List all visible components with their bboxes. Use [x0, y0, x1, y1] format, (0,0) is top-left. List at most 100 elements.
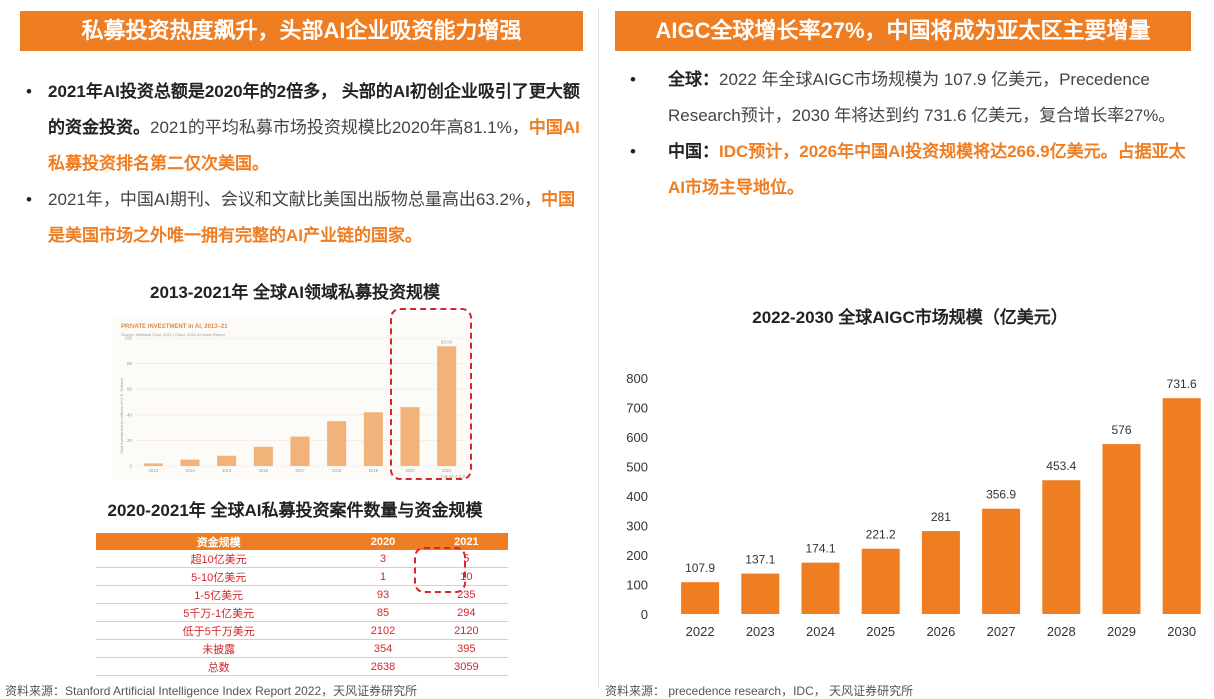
y-tick-label: 300	[626, 519, 648, 534]
row-label: 超10亿美元	[96, 550, 342, 568]
table-row: 1-5亿美元 93 235	[96, 585, 508, 604]
row-label: 总数	[96, 657, 342, 676]
y-tick-label: 400	[626, 489, 648, 504]
bullet2-normal: 2021年，中国AI期刊、会议和文献比美国出版物总量高出63.2%，	[48, 190, 542, 209]
figure-bar-2017	[290, 436, 310, 466]
row-label: 1-5亿美元	[96, 585, 342, 604]
figure-subtitle: Source: NetBase Quid, 2021 | Chart: 2022…	[121, 332, 226, 337]
aigc-market-bar-chart: 0 100 200 300 400 500 600 700 800 107.9 137.1 174.…	[626, 371, 1201, 639]
figure-bar-2021	[437, 346, 457, 466]
bar-2022	[681, 582, 720, 614]
figure-bar-2014	[180, 459, 200, 466]
figure-bar-2016	[253, 446, 273, 466]
y-tick-label: 100	[626, 578, 648, 593]
figure-y-tick: 0	[129, 464, 132, 469]
left-banner-title: 私募投资热度飙升，头部AI企业吸资能力增强	[20, 11, 583, 51]
table-row: 低于5千万美元 2102 2120	[96, 621, 508, 640]
data-label-2027: 356.9	[986, 488, 1016, 502]
x-tick-2028: 2028	[1047, 624, 1076, 639]
bar-2027	[982, 508, 1021, 614]
y-tick-label: 800	[626, 371, 648, 386]
right-bullet-2: 中国：IDC预计，2026年中国AI投资规模将达266.9亿美元。占据亚太AI市…	[630, 134, 1200, 206]
header-2020: 2020	[341, 533, 425, 550]
row-2021: 2120	[424, 621, 508, 640]
private-investment-chart-title: 2013-2021年 全球AI领域私募投资规模	[149, 283, 441, 302]
figure-x-tick: 2019	[369, 468, 379, 473]
highlight-large-deals-box	[414, 547, 466, 593]
x-tick-2030: 2030	[1167, 624, 1196, 639]
data-label-2029: 576	[1111, 423, 1131, 437]
row-2021: 3059	[424, 657, 508, 676]
figure-x-tick: 2017	[295, 468, 305, 473]
y-tick-label: 200	[626, 548, 648, 563]
figure-y-tick: 60	[127, 387, 133, 392]
investment-cases-table: 资金规模 2020 2021 超10亿美元 3 5 5-10亿美元 1 10 1-5亿美…	[96, 533, 508, 676]
bar-2025	[861, 548, 900, 614]
figure-bar-2015	[217, 455, 237, 466]
right-source-note: 资料来源： precedence research，IDC， 天风证券研究所	[605, 684, 914, 698]
row-label: 低于5千万美元	[96, 621, 342, 640]
y-tick-label: 0	[641, 607, 648, 622]
figure-x-tick: 2015	[222, 468, 232, 473]
data-label-2025: 221.2	[866, 528, 896, 542]
row-2020: 3	[341, 550, 425, 568]
data-label-2030: 731.6	[1167, 377, 1197, 391]
right-bullet-1: 全球：2022 年全球AIGC市场规模为 107.9 亿美元，Precedenc…	[630, 62, 1200, 134]
y-tick-label: 500	[626, 460, 648, 475]
bullet1-highlight: 中国AI私募投资排名第二仅次美国。	[48, 118, 580, 173]
row-label: 未披露	[96, 639, 342, 658]
x-tick-2029: 2029	[1107, 624, 1136, 639]
table-row: 5千万-1亿美元 85 294	[96, 603, 508, 622]
table-row: 超10亿美元 3 5	[96, 550, 508, 568]
left-source-note: 资料来源：Stanford Artificial Intelligence In…	[5, 684, 418, 698]
bullet2-highlight: 中国是美国市场之外唯一拥有完整的AI产业链的国家。	[48, 190, 576, 245]
row-2020: 1	[341, 567, 425, 586]
x-tick-2026: 2026	[926, 624, 955, 639]
bar-2023	[741, 573, 780, 614]
row-2021: 5	[424, 550, 508, 568]
bar-2028	[1042, 480, 1081, 614]
figure-bar-2013	[143, 463, 163, 466]
row-2020: 354	[341, 639, 425, 658]
row-2021: 10	[424, 567, 508, 586]
x-tick-2024: 2024	[806, 624, 835, 639]
right-bullet-list: 全球：2022 年全球AIGC市场规模为 107.9 亿美元，Precedenc…	[630, 62, 1200, 206]
header-fund-size: 资金规模	[96, 533, 342, 550]
table-row: 总数 2638 3059	[96, 657, 508, 676]
panel-divider	[598, 8, 599, 688]
x-tick-2025: 2025	[866, 624, 895, 639]
bar-2030	[1162, 398, 1201, 614]
china-text: IDC预计，2026年中国AI投资规模将达266.9亿美元。占据亚太AI市场主导…	[668, 142, 1186, 197]
aigc-chart-title: 2022-2030 全球AIGC市场规模（亿美元）	[752, 308, 1068, 327]
figure-x-tick: 2013	[149, 468, 159, 473]
row-2020: 93	[341, 585, 425, 604]
row-label: 5-10亿美元	[96, 567, 342, 586]
y-tick-label: 700	[626, 401, 648, 416]
figure-title: PRIVATE INVESTMENT in AI, 2013–21	[121, 324, 228, 330]
figure-bar-2018	[327, 421, 347, 466]
figure-x-tick: 2018	[332, 468, 342, 473]
figure-bar-2020	[400, 407, 420, 466]
bar-2029	[1102, 444, 1141, 614]
x-tick-2023: 2023	[746, 624, 775, 639]
stanford-investment-figure: PRIVATE INVESTMENT in AI, 2013–21 Source…	[113, 316, 473, 480]
figure-caption: Figure 4.2.2	[441, 474, 466, 479]
left-bullet-2: 2021年，中国AI期刊、会议和文献比美国出版物总量高出63.2%，中国是美国市…	[26, 182, 581, 254]
row-2020: 85	[341, 603, 425, 622]
bar-2026	[921, 531, 960, 614]
left-bullet-list: 2021年AI投资总额是2020年的2倍多， 头部的AI初创企业吸引了更大额的资…	[26, 74, 581, 254]
data-label-2023: 137.1	[745, 553, 775, 567]
table-row: 未披露 354 395	[96, 639, 508, 658]
row-2020: 2102	[341, 621, 425, 640]
highlight-2021-box	[390, 308, 472, 480]
bullet1-normal: 2021的平均私募市场投资规模比2020年高81.1%，	[150, 118, 529, 137]
row-2020: 2638	[341, 657, 425, 676]
figure-ylabel: Total Investment (in billions of U.S. Do…	[119, 377, 124, 454]
figure-x-tick: 2014	[185, 468, 195, 473]
figure-y-tick: 100	[124, 336, 132, 341]
data-label-2024: 174.1	[805, 542, 835, 556]
bar-2024	[801, 562, 840, 614]
table-header-row: 资金规模 2020 2021	[96, 533, 508, 550]
figure-x-tick: 2020	[405, 468, 415, 473]
bullet1-bold-2: 头部的AI初创企业吸引了更大额的资金投资。	[48, 82, 580, 137]
